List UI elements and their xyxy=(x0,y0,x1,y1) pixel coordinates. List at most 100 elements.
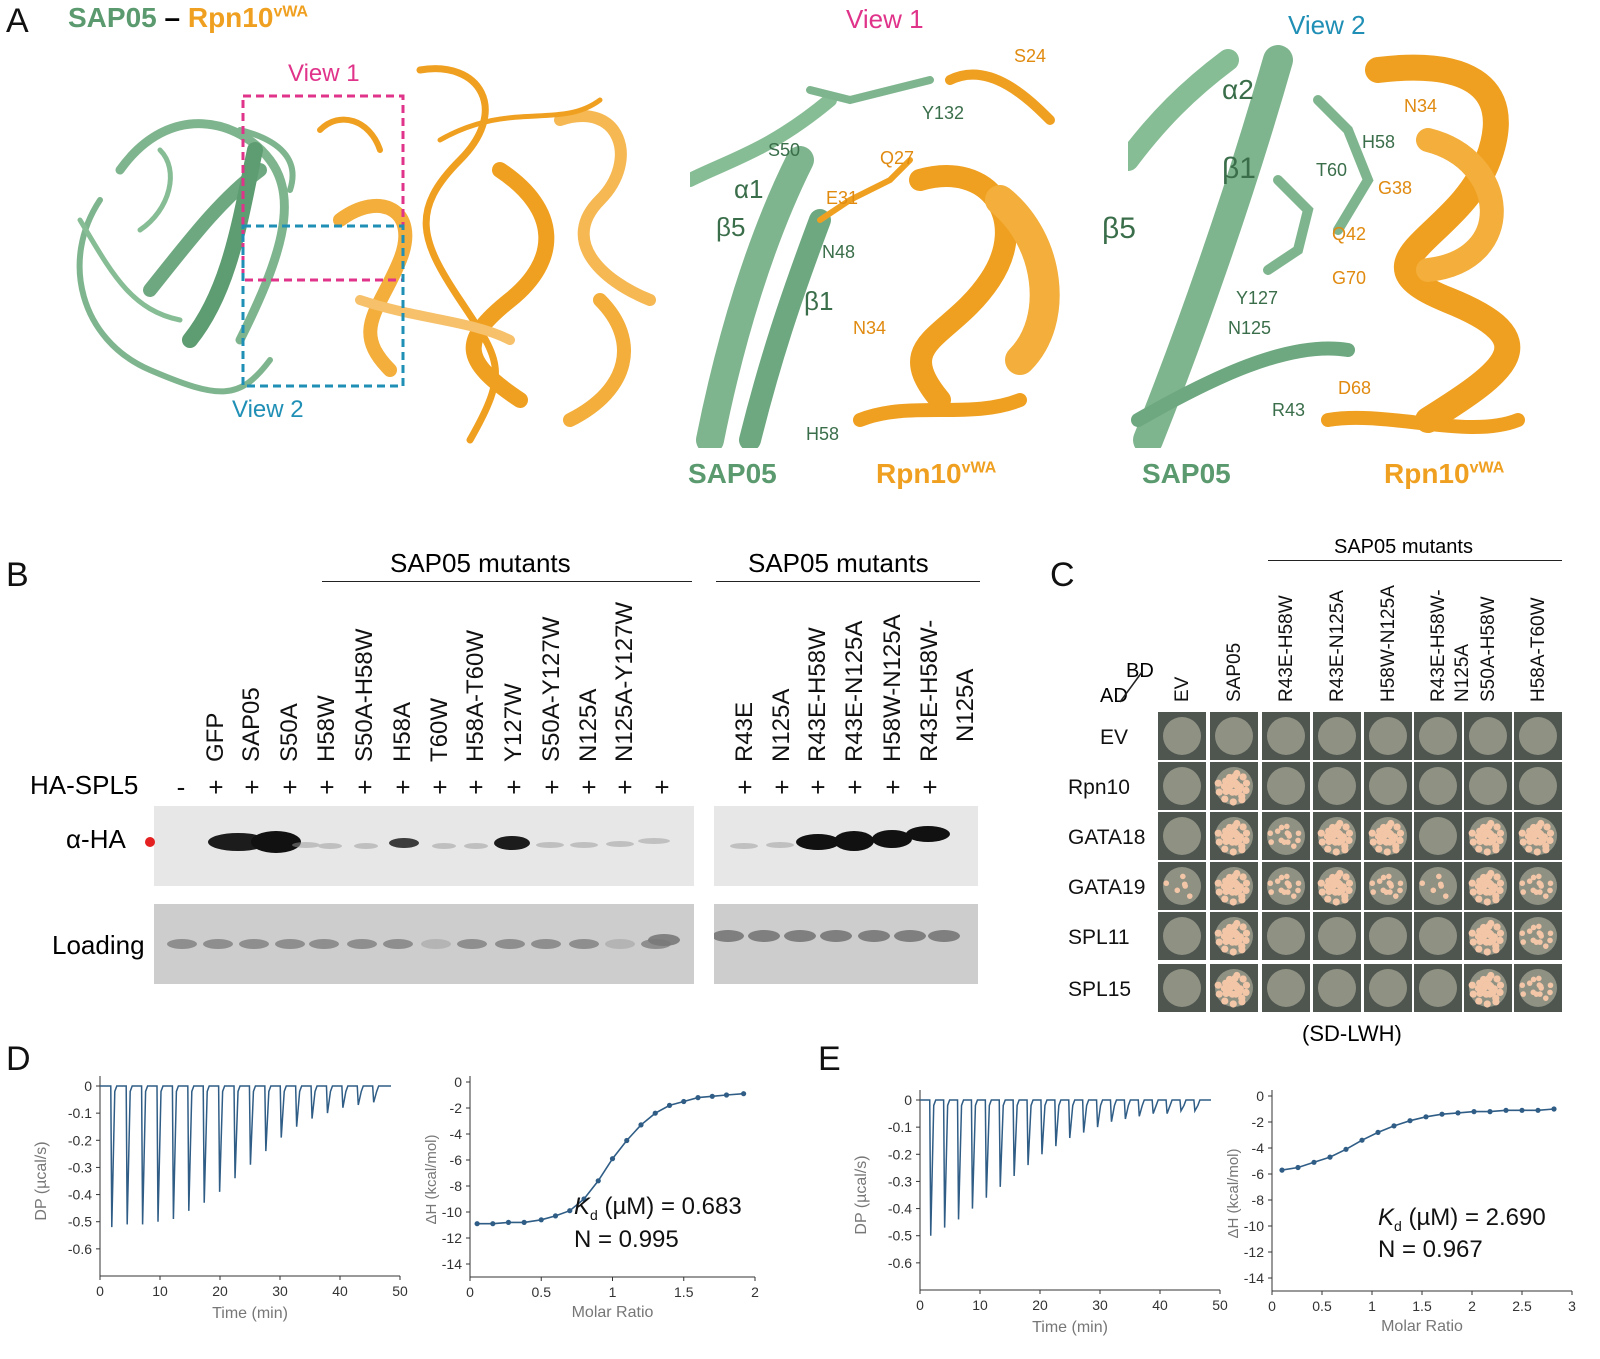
plus-minus-sign: + xyxy=(282,772,298,802)
dh-point xyxy=(567,1208,573,1214)
yeast-spot xyxy=(1313,862,1361,910)
v1-label: Q27 xyxy=(880,148,915,168)
loading-band xyxy=(748,930,780,942)
dh-ytick: -12 xyxy=(1244,1244,1264,1260)
panel-label-c: C xyxy=(1050,556,1075,594)
yeast-spot xyxy=(1313,964,1361,1012)
dh-ytick: -4 xyxy=(450,1126,463,1142)
yeast-spot xyxy=(1313,762,1361,810)
yeast-spot xyxy=(1158,912,1206,960)
v2-label: T60 xyxy=(1316,160,1348,180)
dp-xtick: 10 xyxy=(152,1283,168,1299)
v1-label: S50 xyxy=(768,140,801,160)
dh-point xyxy=(681,1098,687,1105)
lane-label: H58W xyxy=(313,695,340,762)
dh-point xyxy=(638,1122,644,1128)
v2-label: N125 xyxy=(1228,318,1272,338)
yeast-spot xyxy=(1262,712,1310,760)
lane-label: GFP xyxy=(202,712,229,762)
dh-point xyxy=(695,1095,701,1101)
dh-point xyxy=(1487,1109,1493,1115)
yeast-column-label: EV xyxy=(1172,676,1193,702)
plus-minus-sign: + xyxy=(432,772,448,802)
dp-ytick: -0.5 xyxy=(68,1214,92,1230)
dh-xtick: 1.5 xyxy=(1412,1298,1432,1314)
panel-label-d: D xyxy=(6,1040,31,1078)
lane-label: R43E-N125A xyxy=(841,620,868,762)
yeast-spot xyxy=(1514,912,1562,960)
yeast-row-label: EV xyxy=(1100,726,1129,749)
dh-point xyxy=(1279,1167,1285,1173)
loading-band xyxy=(421,939,451,949)
dp-xtick: 30 xyxy=(272,1283,288,1299)
view2-structure xyxy=(1128,45,1525,448)
dp-xlabel: Time (min) xyxy=(1032,1319,1108,1336)
yeast-spot xyxy=(1313,812,1361,860)
v2-label: H58 xyxy=(1362,132,1396,152)
dp-trace xyxy=(100,1085,391,1228)
dp-ylabel: DP (µcal/s) xyxy=(33,1141,50,1220)
loading-band xyxy=(928,930,960,942)
dh-ytick: -12 xyxy=(442,1230,462,1246)
lane-label: S50A-Y127W xyxy=(538,616,565,762)
plus-minus-sign: + xyxy=(581,772,597,802)
e-kd-text: Kd (µM) = 2.690 xyxy=(1378,1204,1546,1234)
yeast-row-label: Rpn10 xyxy=(1068,776,1130,799)
dh-point xyxy=(581,1196,587,1202)
dh-point xyxy=(1471,1109,1477,1115)
dh-ytick: -10 xyxy=(1244,1218,1264,1234)
loading-band xyxy=(167,939,197,949)
dh-xtick: 1 xyxy=(1368,1298,1376,1314)
dh-ytick: 0 xyxy=(454,1074,462,1090)
dp-xtick: 20 xyxy=(212,1283,228,1299)
yeast-column-label: SAP05 xyxy=(1224,642,1245,702)
yeast-spot xyxy=(1464,862,1512,910)
plus-minus-sign: + xyxy=(506,772,522,802)
dh-point xyxy=(709,1093,715,1099)
dh-xlabel: Molar Ratio xyxy=(572,1304,654,1321)
dh-xtick: 1.5 xyxy=(674,1284,694,1300)
yeast-spot xyxy=(1414,812,1462,860)
v2-label: α2 xyxy=(1222,74,1254,105)
lane-label: Y127W xyxy=(500,683,527,762)
dh-xtick: 2.5 xyxy=(1512,1298,1532,1314)
v1-label: β1 xyxy=(804,286,834,316)
yeast-spot xyxy=(1158,812,1206,860)
lane-label: R43E-H58W xyxy=(804,627,831,762)
v2-bottom-rpn: Rpn10vWA xyxy=(1384,458,1505,489)
v2-label: Q42 xyxy=(1332,224,1367,244)
plus-minus-sign: + xyxy=(208,772,224,802)
yeast-spot xyxy=(1364,712,1412,760)
dh-xlabel: Molar Ratio xyxy=(1381,1318,1463,1335)
yeast-spot xyxy=(1464,812,1512,860)
plus-minus-sign: + xyxy=(885,772,901,802)
loading-band xyxy=(347,939,377,949)
v1-label: S24 xyxy=(1014,46,1047,66)
v1-label: E31 xyxy=(826,188,859,208)
lane-label: N125A xyxy=(575,688,602,762)
dp-xtick: 40 xyxy=(1152,1297,1168,1313)
lane-label: N125A-Y127W xyxy=(611,601,638,762)
ha-blot-right xyxy=(714,806,978,886)
yeast-spot xyxy=(1210,862,1258,910)
dh-ytick: -4 xyxy=(1252,1140,1265,1156)
yeast-row-label: SPL11 xyxy=(1068,926,1130,949)
loading-band xyxy=(531,939,561,949)
panel-label-a: A xyxy=(6,2,29,40)
plus-minus-sign: + xyxy=(922,772,938,802)
dp-ylabel: DP (µcal/s) xyxy=(853,1155,870,1234)
dp-xlabel: Time (min) xyxy=(212,1305,288,1322)
yeast-spot xyxy=(1158,712,1206,760)
loading-gel-left xyxy=(154,904,694,984)
d-isotherm: 0-2-4-6-8-10-12-140 0.5 1 1.5 2ΔH (kcal/mol)… xyxy=(423,1074,759,1321)
yeast-spot xyxy=(1414,712,1462,760)
b-header-1: SAP05 mutants xyxy=(390,548,571,578)
rpn10-title-sup: vWA xyxy=(273,3,309,21)
loading-band xyxy=(858,930,890,942)
view2-label: View 2 xyxy=(232,396,304,423)
loading-band xyxy=(239,939,269,949)
d-thermogram: 0 -0.1 -0.2 -0.3 -0.4 -0.5 -0.6 0 10 20 30 40 50 DP (… xyxy=(33,1076,408,1322)
loading-band xyxy=(457,939,487,949)
yeast-row-label: GATA19 xyxy=(1068,876,1146,899)
plus-minus-sign: + xyxy=(737,772,753,802)
